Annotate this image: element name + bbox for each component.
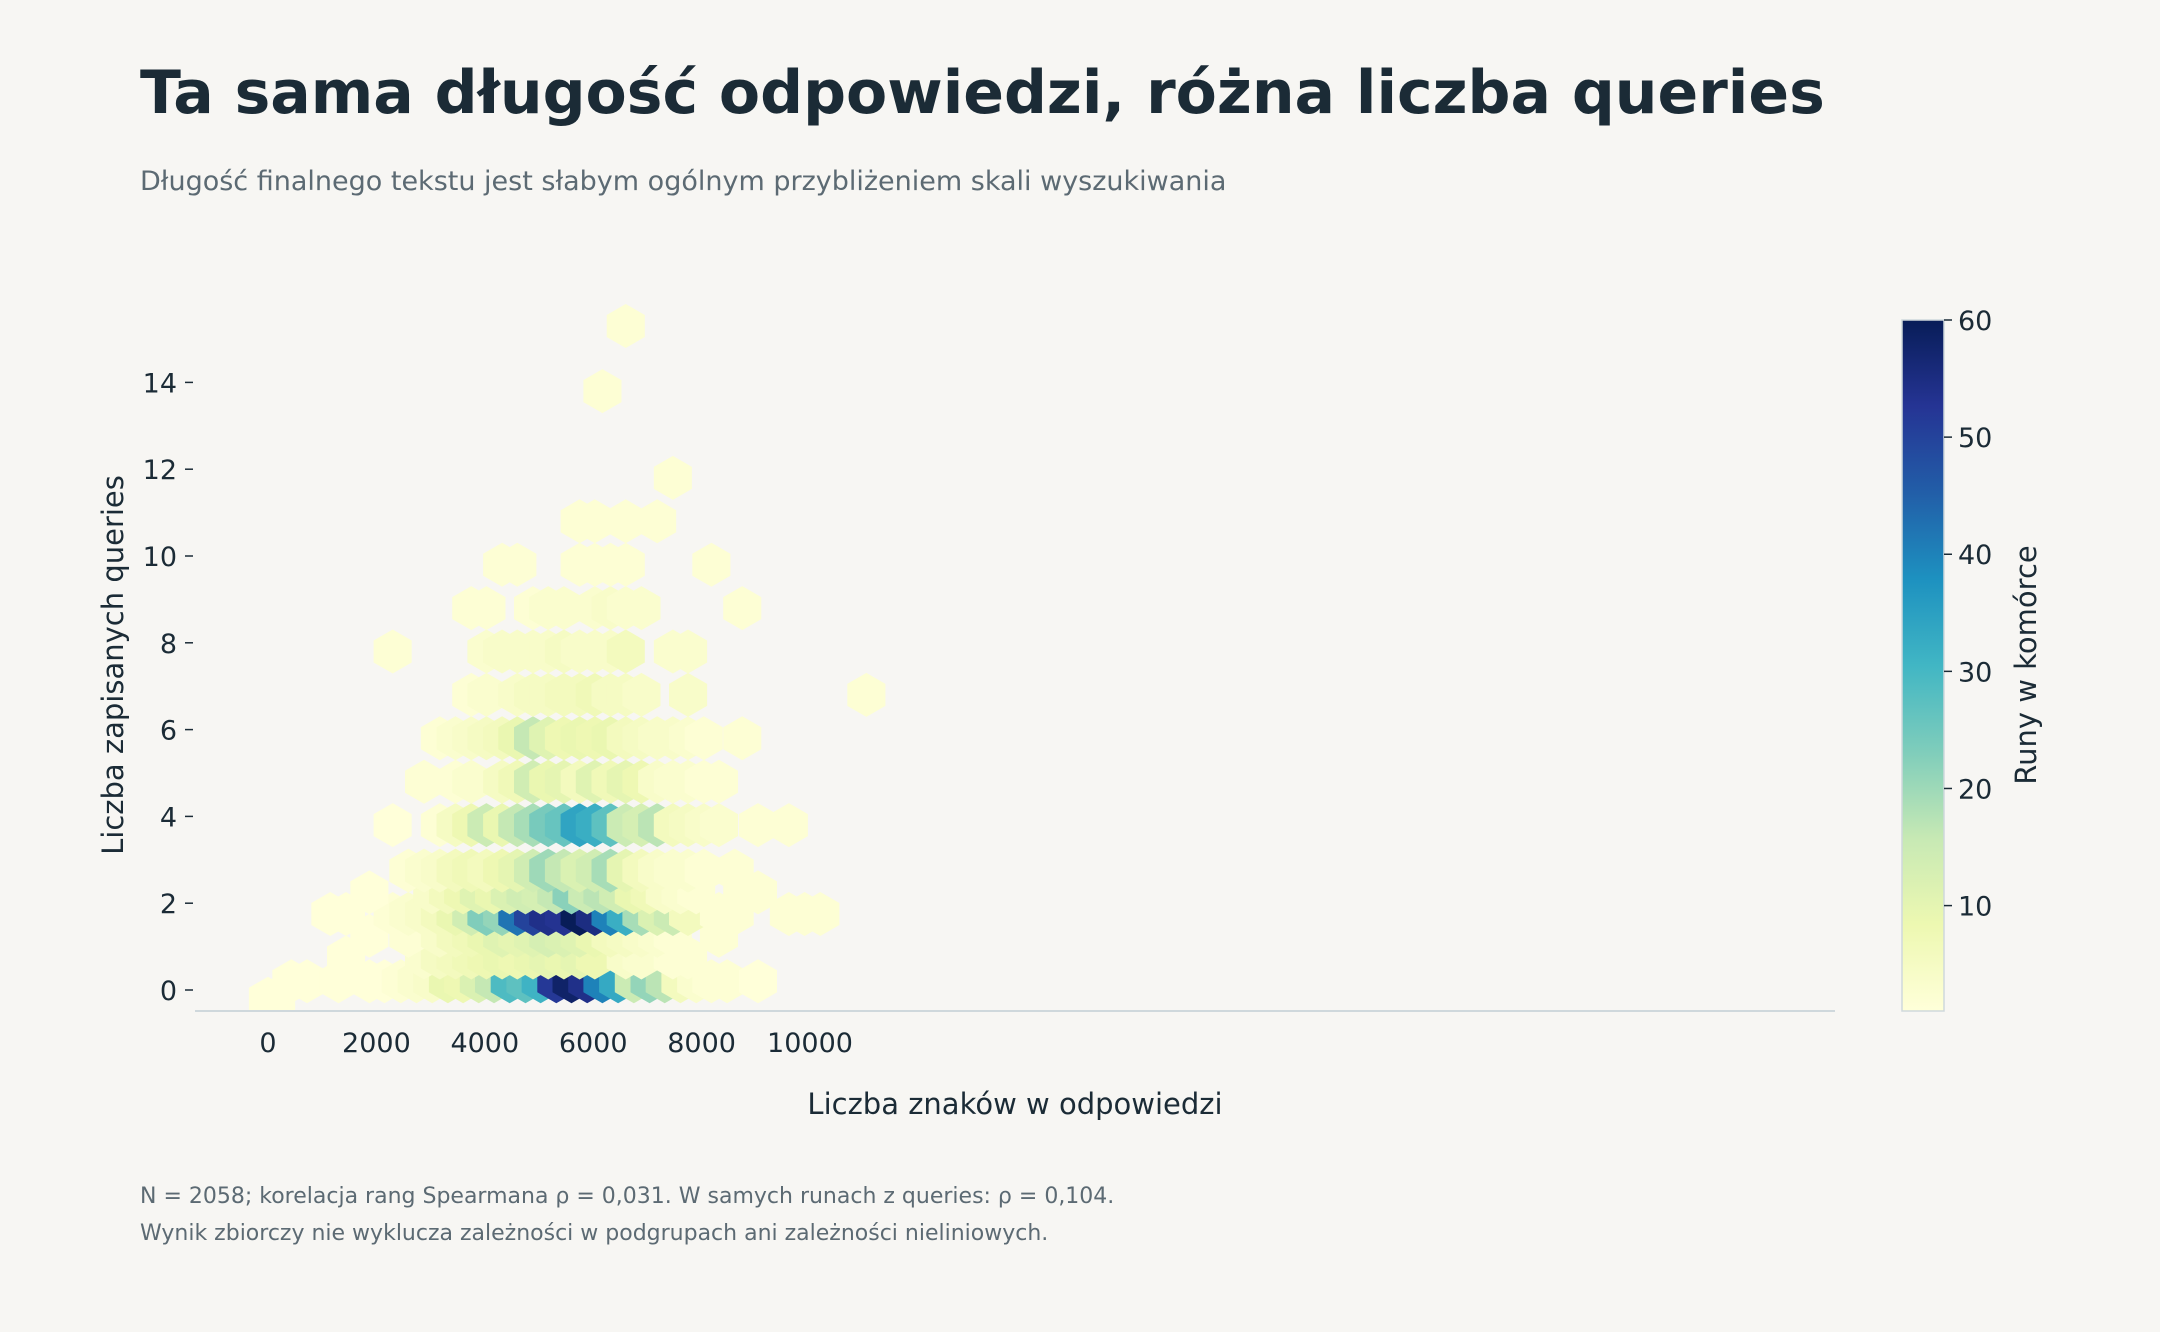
colorbar-tick-label: 20 bbox=[1958, 774, 1992, 805]
colorbar-tick-label: 40 bbox=[1958, 540, 1992, 571]
x-tick-label: 8000 bbox=[667, 1028, 736, 1059]
hexbin-cell bbox=[606, 629, 645, 674]
colorbar-tick-label: 30 bbox=[1958, 657, 1992, 688]
x-tick-label: 10000 bbox=[767, 1028, 853, 1059]
colorbar-tick-label: 10 bbox=[1958, 892, 1992, 923]
hexbin-cell bbox=[498, 542, 537, 587]
footnote-2: Wynik zbiorczy nie wyklucza zależności w… bbox=[140, 1221, 1049, 1246]
x-tick-label: 4000 bbox=[450, 1028, 519, 1059]
colorbar bbox=[1901, 319, 1945, 1012]
hexbin-cell bbox=[692, 542, 731, 587]
hexbin-cell bbox=[715, 848, 754, 893]
hexbin-cell bbox=[467, 672, 506, 717]
x-tick-label: 6000 bbox=[559, 1028, 628, 1059]
y-tick-label: 8 bbox=[160, 629, 177, 660]
footnote-1: N = 2058; korelacja rang Spearmana ρ = 0… bbox=[140, 1184, 1115, 1209]
y-axis-ticks: 0 2 4 6 8 10 12 14 bbox=[143, 368, 193, 1007]
y-axis-label: Liczba zapisanych queries bbox=[96, 475, 130, 855]
x-axis-label: Liczba znaków w odpowiedzi bbox=[807, 1087, 1222, 1121]
hexbin-cell bbox=[622, 586, 661, 631]
y-tick-label: 2 bbox=[160, 889, 177, 920]
hexbin-cell bbox=[669, 672, 708, 717]
y-tick-label: 6 bbox=[160, 716, 177, 747]
hexbin-cell bbox=[606, 542, 645, 587]
chart-subtitle: Długość finalnego tekstu jest słabym ogó… bbox=[140, 166, 1227, 197]
colorbar-label: Runy w komórce bbox=[2009, 545, 2043, 785]
hexbin-cell bbox=[373, 629, 412, 674]
hexbin-cell bbox=[847, 672, 886, 717]
hexbin-cell bbox=[708, 959, 747, 1004]
hexbin-cell bbox=[373, 803, 412, 848]
colorbar-tick-label: 50 bbox=[1958, 423, 1992, 454]
hexbin-cell bbox=[801, 892, 840, 936]
hexbin-cell bbox=[606, 304, 645, 348]
hexbin-cell bbox=[622, 672, 661, 717]
hexbin-cell bbox=[723, 716, 762, 761]
y-tick-label: 4 bbox=[160, 802, 177, 833]
hexbin-cell bbox=[606, 499, 645, 544]
y-tick-label: 0 bbox=[160, 976, 177, 1007]
x-axis-ticks: 0 2000 4000 6000 8000 10000 bbox=[259, 1028, 853, 1059]
hexbin-cell bbox=[638, 499, 677, 544]
hexbin-cell bbox=[405, 759, 444, 804]
hexbin-cell bbox=[544, 586, 583, 631]
hexbin-cell bbox=[467, 586, 506, 631]
hexbin-cell bbox=[738, 803, 777, 848]
y-tick-label: 14 bbox=[143, 368, 177, 399]
hexbin-cell bbox=[288, 959, 327, 1004]
hexbin-cell bbox=[575, 499, 614, 544]
x-tick-label: 2000 bbox=[342, 1028, 411, 1059]
hexbin-cell bbox=[699, 803, 738, 848]
colorbar-tick-label: 60 bbox=[1958, 306, 1992, 337]
hexbin-cell bbox=[350, 870, 389, 915]
chart-title: Ta sama długość odpowiedzi, różna liczba… bbox=[140, 58, 1825, 128]
hexbin-cell bbox=[684, 848, 723, 893]
hexbin-cell bbox=[769, 803, 808, 848]
hexbin-cell bbox=[699, 759, 738, 804]
hexbin-cell bbox=[653, 455, 692, 500]
y-tick-label: 12 bbox=[143, 455, 177, 486]
y-tick-label: 10 bbox=[143, 542, 177, 573]
hexbin-cell bbox=[669, 629, 708, 674]
x-tick-label: 0 bbox=[259, 1028, 276, 1059]
hexbin-cell bbox=[738, 959, 777, 1004]
hexbin-cell bbox=[452, 759, 491, 804]
hexbin-cell bbox=[583, 369, 622, 414]
colorbar-ticks: 10 20 30 40 50 60 bbox=[1944, 306, 1992, 923]
hexbin-cell bbox=[684, 716, 723, 761]
hexbin-cells bbox=[248, 304, 886, 1012]
hexbin-cell bbox=[723, 586, 762, 631]
